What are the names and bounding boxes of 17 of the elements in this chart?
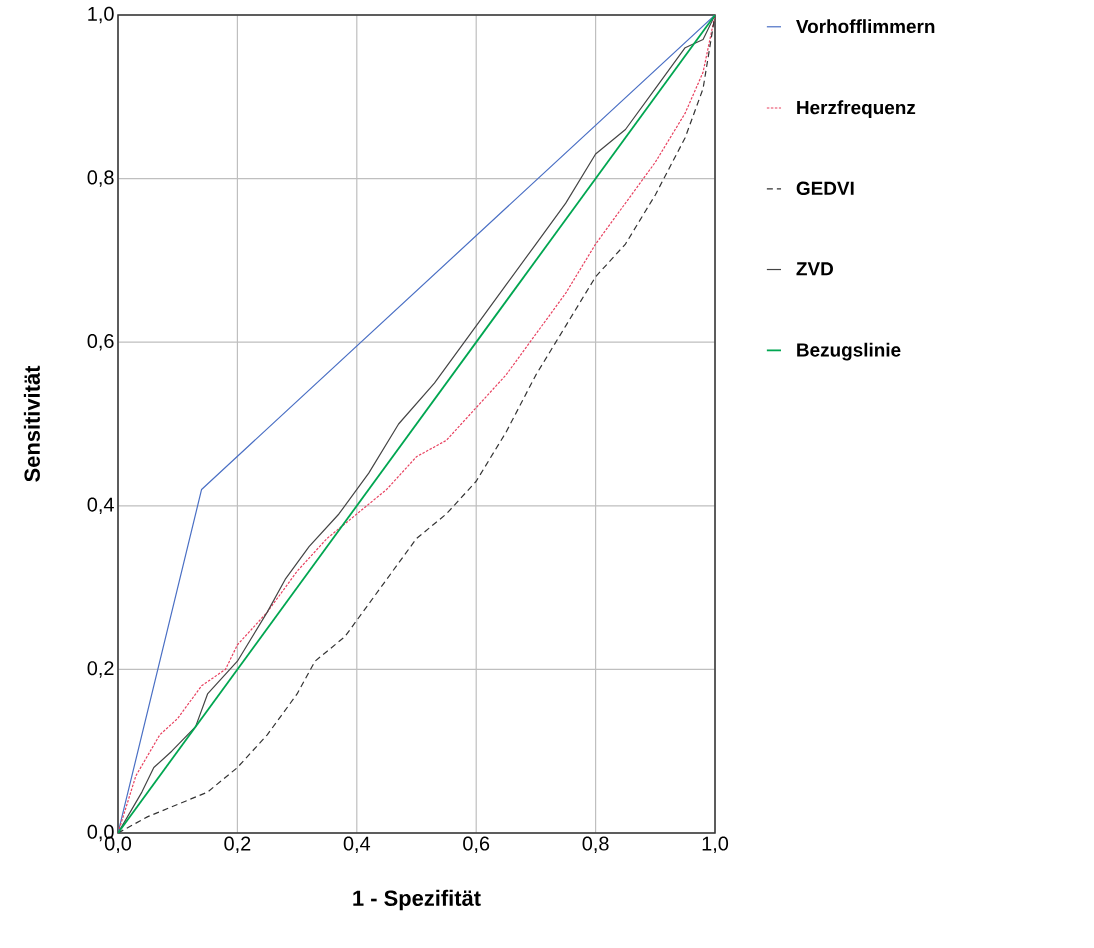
x-tick-label: 0,2 — [224, 836, 251, 853]
y-axis-title: Sensitivität — [23, 365, 40, 482]
y-tick-label: 0,6 — [87, 333, 114, 351]
y-tick-label: 0,8 — [87, 170, 114, 187]
x-tick-label: 0,4 — [343, 836, 371, 853]
legend-label: ZVD — [796, 262, 833, 276]
legend-label: GEDVI — [796, 181, 854, 195]
legend-label: Vorhofflimmern — [796, 19, 935, 34]
x-axis-title: 1 - Spezifität — [353, 889, 481, 911]
y-tick-label: 0,4 — [87, 497, 114, 515]
legend-label: Herzfrequenz — [797, 100, 916, 119]
legend-label: Bezugslinie — [797, 342, 901, 361]
x-tick-label: 0,6 — [463, 836, 490, 853]
y-tick-label: 1,0 — [88, 6, 114, 24]
x-tick-label: 1,0 — [702, 836, 729, 853]
x-tick-label: 0,8 — [582, 836, 609, 853]
y-tick-label: 0,2 — [87, 661, 114, 678]
